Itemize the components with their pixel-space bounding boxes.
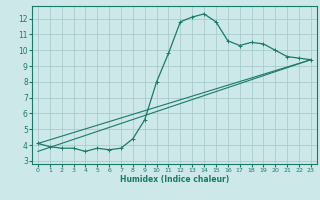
X-axis label: Humidex (Indice chaleur): Humidex (Indice chaleur) bbox=[120, 175, 229, 184]
